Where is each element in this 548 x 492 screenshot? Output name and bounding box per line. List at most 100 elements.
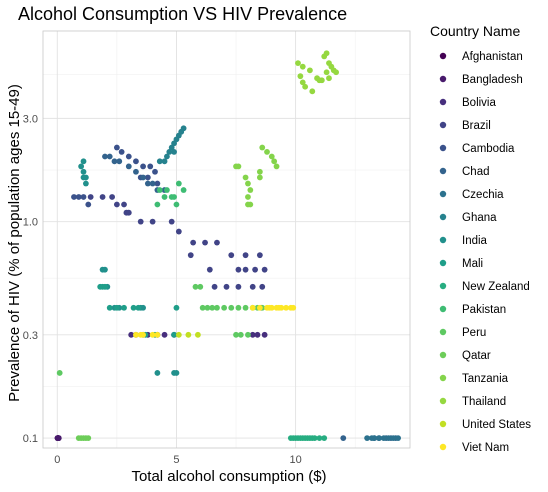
point-mali (135, 304, 142, 311)
point-viet-nam (283, 304, 289, 311)
point-brazil (252, 266, 258, 273)
point-brazil (223, 283, 230, 290)
point-cambodia (85, 201, 92, 208)
point-peru (56, 370, 63, 376)
point-czechia (376, 435, 382, 441)
point-brazil (175, 228, 182, 235)
point-qatar (85, 435, 92, 441)
point-chad (116, 158, 123, 165)
point-brazil (242, 266, 249, 273)
point-tanzania (256, 168, 263, 175)
legend-label: Mali (462, 258, 483, 270)
point-cambodia (140, 163, 146, 170)
point-peru (199, 304, 206, 311)
point-cambodia (118, 149, 125, 155)
legend-item-cambodia: Cambodia (439, 143, 515, 155)
legend-label: Bangladesh (462, 74, 523, 86)
legend-item-new-zealand: New Zealand (439, 281, 530, 293)
point-peru (204, 304, 211, 311)
legend-label: Tanzania (462, 373, 509, 385)
legend-key (439, 328, 447, 336)
point-brazil (228, 252, 235, 259)
point-cambodia (71, 194, 77, 200)
point-brazil (137, 218, 144, 225)
legend-label: United States (462, 419, 531, 431)
legend-key (439, 259, 447, 267)
point-czechia (390, 435, 397, 441)
legend-label: Chad (462, 166, 490, 178)
point-bolivia (128, 331, 135, 338)
point-chad (140, 174, 146, 181)
point-mali (130, 304, 137, 311)
legend-key (439, 443, 447, 451)
point-bolivia (161, 331, 168, 338)
point-thailand (316, 77, 323, 84)
point-cambodia (80, 194, 87, 200)
x-axis-title: Total alcohol consumption ($) (131, 468, 326, 485)
point-viet-nam (140, 331, 146, 338)
point-czechia (385, 435, 392, 441)
legend-key (439, 420, 447, 428)
legend-item-ghana: Ghana (439, 212, 497, 224)
point-thailand (299, 79, 306, 86)
legend-label: Viet Nam (462, 442, 509, 454)
point-thailand (326, 75, 332, 82)
point-mali (102, 283, 108, 290)
legend: Country Name Afghanistan Bangladesh Bolivi… (430, 23, 531, 454)
legend-item-chad: Chad (439, 166, 490, 178)
point-cambodia (125, 153, 132, 160)
legend-title: Country Name (430, 23, 520, 39)
legend-item-mali: Mali (439, 258, 483, 270)
point-bolivia (254, 331, 261, 338)
point-tanzania (256, 174, 263, 181)
point-united-states (195, 331, 201, 338)
point-tanzania (259, 144, 266, 151)
point-thailand (323, 50, 330, 57)
legend-label: Afghanistan (462, 51, 523, 63)
point-brazil (149, 218, 156, 225)
point-tanzania (235, 163, 242, 170)
y-tick-label: 3.0 (23, 113, 38, 125)
x-axis: 0 5 10 (54, 454, 301, 466)
legend-item-qatar: Qatar (439, 350, 491, 362)
point-brazil (125, 209, 132, 216)
legend-key (439, 374, 447, 382)
point-mali (171, 331, 177, 338)
point-brazil (235, 266, 242, 273)
point-ghana (164, 153, 170, 160)
point-chad (106, 153, 113, 160)
legend-item-czechia: Czechia (439, 189, 504, 201)
legend-label: Pakistan (462, 304, 506, 316)
point-bangladesh (55, 435, 62, 441)
legend-label: India (462, 235, 488, 247)
point-brazil (187, 252, 194, 259)
point-brazil (202, 239, 208, 246)
point-pakistan (180, 187, 187, 193)
point-mali (173, 304, 180, 311)
legend-key (439, 282, 447, 290)
point-mali (121, 304, 127, 311)
point-tanzania (271, 158, 278, 165)
point-peru (192, 283, 199, 290)
point-thailand (297, 73, 304, 80)
chart-title: Alcohol Consumption VS HIV Prevalence (18, 4, 347, 24)
point-viet-nam (276, 304, 282, 311)
point-india (78, 163, 85, 170)
point-czechia (364, 435, 371, 441)
point-peru (197, 283, 204, 290)
point-india (173, 370, 180, 376)
point-tanzania (245, 194, 251, 200)
point-india (82, 174, 89, 181)
legend-item-peru: Peru (439, 327, 486, 339)
point-bolivia (249, 331, 256, 338)
point-cambodia (144, 174, 151, 181)
legend-key (439, 351, 447, 359)
point-viet-nam (149, 331, 156, 338)
point-pakistan (171, 194, 177, 200)
point-brazil (256, 252, 263, 259)
point-brazil (235, 283, 242, 290)
data-points (54, 50, 401, 441)
legend-items: Afghanistan Bangladesh Bolivia Brazil Cambod… (439, 51, 531, 454)
point-viet-nam (266, 304, 273, 311)
